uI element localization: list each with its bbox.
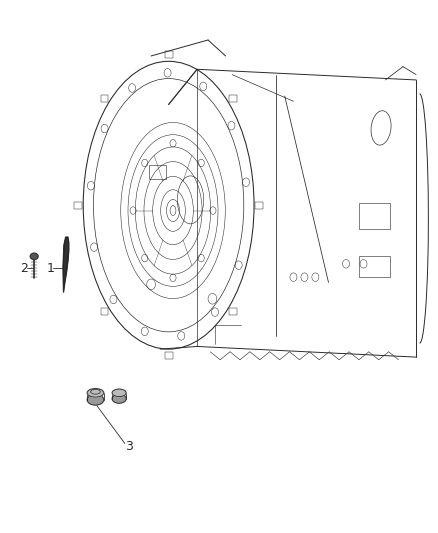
Ellipse shape <box>112 394 126 403</box>
Polygon shape <box>63 237 69 292</box>
Bar <box>165 352 173 359</box>
Ellipse shape <box>87 389 104 397</box>
Bar <box>255 201 263 208</box>
Bar <box>74 201 82 208</box>
Ellipse shape <box>87 394 104 405</box>
Text: 2: 2 <box>20 262 28 274</box>
Ellipse shape <box>30 253 38 260</box>
Bar <box>229 308 237 315</box>
Bar <box>101 308 109 315</box>
Ellipse shape <box>112 389 126 397</box>
Text: 3: 3 <box>125 440 133 453</box>
Text: 1: 1 <box>46 262 54 274</box>
Bar <box>101 95 109 102</box>
Bar <box>229 95 237 102</box>
Bar <box>165 51 173 58</box>
